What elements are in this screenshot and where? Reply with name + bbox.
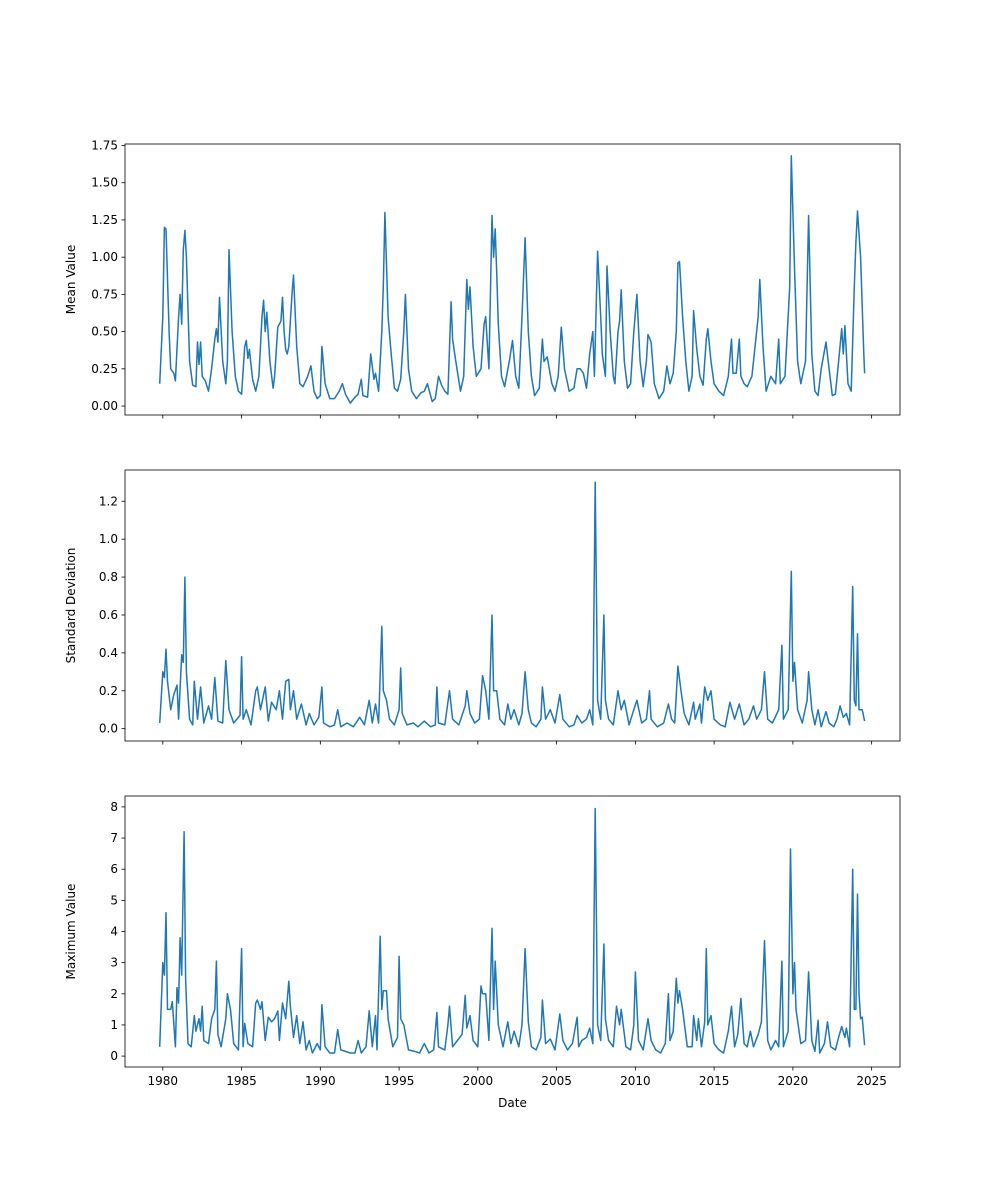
y-tick-label: 8 [110,800,118,814]
y-tick-label: 0.25 [91,362,118,376]
y-tick-label: 0.4 [99,646,118,660]
x-tick-label: 2020 [778,1074,809,1088]
x-tick-label: 2010 [620,1074,651,1088]
standard-deviation-subplot: 0.0 0.2 0.4 0.6 0.8 1.0 1.2 Standard Deviation [64,469,901,745]
y-tick-label: 7 [110,831,118,845]
x-tick-label: 2025 [856,1074,887,1088]
y-tick-label: 0.00 [91,399,118,413]
y-tick-label: 1.75 [91,138,118,152]
x-tick-label: 2005 [541,1074,572,1088]
y-tick-label: 4 [110,925,118,939]
axes-frame [124,469,901,742]
x-tick-label: 1990 [305,1074,336,1088]
y-tick-label: 2 [110,987,118,1001]
x-tick-label: 1985 [226,1074,257,1088]
axes-frame [124,143,901,416]
y-tick-label: 0.2 [99,684,118,698]
y-tick-label: 6 [110,862,118,876]
x-tick-label: 2015 [699,1074,730,1088]
y-axis-label: Standard Deviation [64,548,78,664]
series-line [158,155,866,404]
y-tick-label: 0.50 [91,325,118,339]
x-tick-label: 2000 [463,1074,494,1088]
y-tick-label: 0.8 [99,570,118,584]
x-tick-label: 1980 [148,1074,179,1088]
y-tick-label: 0.6 [99,608,118,622]
x-axis-label: Date [498,1096,527,1110]
series-line [158,807,866,1054]
mean-value-subplot: 0.00 0.25 0.50 0.75 1.00 1.25 1.50 1.75 Mean Val… [64,138,901,419]
y-tick-label: 1.0 [99,532,118,546]
y-tick-label: 1 [110,1018,118,1032]
y-tick-label: 1.50 [91,176,118,190]
y-tick-label: 0 [110,1049,118,1063]
y-tick-label: 1.25 [91,213,118,227]
y-tick-label: 3 [110,956,118,970]
y-axis-label: Mean Value [64,245,78,314]
y-tick-label: 0.0 [99,722,118,736]
y-axis-label: Maximum Value [64,884,78,980]
y-tick-label: 1.2 [99,494,118,508]
y-tick-label: 0.75 [91,287,118,301]
series-line [158,481,866,728]
x-tick-label: 1995 [384,1074,415,1088]
y-tick-label: 5 [110,893,118,907]
y-tick-label: 1.00 [91,250,118,264]
maximum-value-subplot: 0 1 2 3 4 5 6 7 8 1980 1985 1990 1995 2000 2005 2010 201… [64,795,901,1110]
